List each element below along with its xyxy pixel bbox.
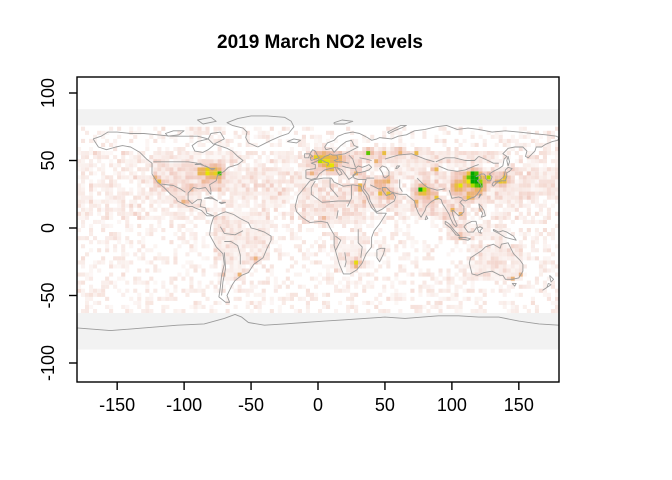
country-border [224, 241, 241, 265]
country-border [359, 157, 372, 161]
coastline-sumatra [444, 220, 461, 237]
country-border [329, 178, 339, 198]
coastline-new-zealand-south [542, 282, 552, 291]
country-border [370, 184, 381, 190]
coastline-great-lakes [194, 162, 216, 171]
coastline-tasmania [511, 282, 517, 287]
country-border [399, 179, 403, 192]
coastline-great-britain [309, 149, 320, 161]
coastline-iceland [287, 138, 302, 144]
coastline-borneo [463, 220, 478, 233]
coastline-philippines [478, 203, 486, 218]
coastline-novaya-zemlya [387, 124, 407, 134]
x-tick-label: 100 [437, 395, 467, 415]
country-border [357, 229, 363, 258]
country-border [219, 226, 244, 236]
country-border-layer [153, 153, 499, 296]
country-border [310, 180, 351, 203]
country-border [448, 190, 463, 199]
x-tick-label: -50 [238, 395, 264, 415]
coastline-greenland [226, 115, 295, 148]
country-border [416, 177, 446, 191]
coastline-africa [294, 177, 387, 275]
country-border [221, 252, 227, 296]
country-border [384, 153, 435, 163]
x-tick-label: -100 [166, 395, 202, 415]
coastline-ireland [304, 153, 311, 159]
country-border [320, 158, 330, 167]
country-border [347, 184, 352, 207]
coastline-baffin-island [207, 131, 225, 145]
coastline-australia [468, 242, 524, 280]
y-tick-label: -50 [38, 282, 58, 308]
country-border [333, 154, 349, 164]
no2-raster-layer [77, 126, 559, 314]
x-tick-label: -150 [99, 395, 135, 415]
coastline-hispaniola [218, 201, 227, 205]
coastline-victoria-island [164, 130, 185, 137]
x-tick-label: 0 [313, 395, 323, 415]
coastline-cuba [204, 196, 219, 202]
y-tick-label: 0 [38, 223, 58, 233]
coastline-ellesmere-island [197, 116, 217, 125]
coastline-sri-lanka [424, 215, 429, 221]
coastline-layer [77, 115, 559, 332]
coastline-madagascar [376, 247, 386, 263]
no-data-band-layer [77, 109, 559, 350]
coastline-caspian-sea [379, 165, 390, 179]
coastline-new-guinea [492, 228, 517, 241]
y-axis: -100 -50 0 50 100 [38, 78, 77, 381]
coastline-taiwan [478, 193, 482, 199]
coastline-japan [491, 166, 513, 187]
coastline-svalbard [333, 119, 354, 125]
antarctic-no-data [77, 313, 559, 350]
coastline-south-america [209, 211, 272, 303]
country-border [153, 161, 198, 164]
coastline-new-zealand-north [549, 274, 555, 283]
map-layers [77, 109, 559, 350]
y-tick-label: -100 [38, 345, 58, 381]
coastline-aral-sea [395, 165, 401, 170]
country-border [336, 210, 339, 219]
x-tick-label: 150 [504, 395, 534, 415]
x-axis: -150 -100 -50 0 50 100 150 [99, 382, 534, 415]
coastline-sulawesi [476, 226, 484, 234]
y-tick-label: 50 [38, 150, 58, 170]
country-border [341, 165, 356, 170]
coastline-eurasia [305, 124, 559, 228]
coastline-sakhalin [506, 155, 510, 167]
coastline-north-america [92, 131, 244, 217]
chart-title: 2019 March NO2 levels [217, 32, 423, 53]
coastline-antarctica [77, 313, 559, 332]
country-border [438, 164, 479, 172]
country-border [478, 155, 499, 164]
coastline-java [458, 236, 472, 241]
y-tick-label: 100 [38, 78, 58, 108]
country-border [334, 235, 342, 252]
country-border [161, 183, 186, 193]
arctic-no-data [77, 109, 559, 126]
x-tick-label: 50 [375, 395, 395, 415]
country-border [348, 154, 356, 168]
country-border [344, 252, 347, 268]
country-border [435, 156, 480, 163]
